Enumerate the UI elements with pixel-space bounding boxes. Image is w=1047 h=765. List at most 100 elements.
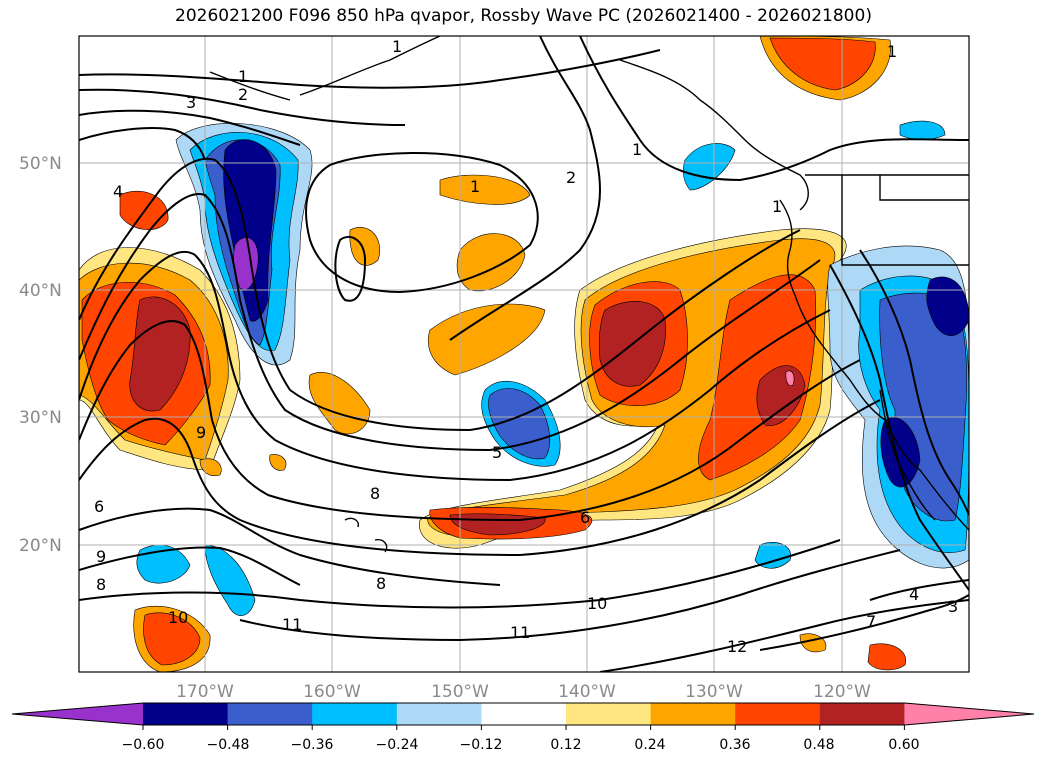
contour-7 (759, 594, 969, 651)
shade-pos-coast-red (698, 274, 817, 481)
contour-wave-b (79, 193, 821, 452)
contour-label: 7 (866, 612, 876, 631)
lon-label: 160°W (303, 682, 361, 702)
height-contours (79, 36, 969, 672)
latitude-labels: 50°N 40°N 30°N 20°N (19, 154, 62, 556)
contour-4-se (869, 579, 969, 601)
coast-baja (879, 389, 936, 521)
contour-label: 6 (94, 497, 104, 516)
colorbar-tick-label: 0.12 (550, 737, 581, 753)
shade-pos-coast-pink (785, 370, 795, 387)
colorbar-bin (227, 703, 313, 725)
contour-wave-d (79, 320, 861, 522)
shade-pos-central (427, 303, 546, 376)
contour-4 (79, 127, 206, 161)
contour-label: 11 (510, 623, 530, 642)
lon-label: 140°W (558, 682, 616, 702)
contour-label: 8 (376, 574, 386, 593)
contour-wave-e (79, 399, 881, 557)
contour-1-north (79, 49, 661, 89)
contour-label: 1 (392, 37, 402, 56)
contour-label: 4 (909, 585, 919, 604)
contour-closed-low (305, 152, 539, 294)
shade-neg-southwest (136, 544, 191, 584)
shade-neg-gulf (682, 143, 736, 191)
contour-label: 9 (196, 423, 206, 442)
colorbar-ticks: −0.60 −0.48 −0.36 −0.24 −0.12 0.12 0.24 … (122, 737, 920, 753)
contour-12 (599, 599, 969, 672)
lon-label: 150°W (431, 682, 489, 702)
coast-alaska-panhandle (619, 59, 809, 211)
contour-east-trough-2 (859, 249, 969, 516)
contour-label: 10 (168, 608, 188, 627)
graticule (79, 36, 969, 672)
contour-label: 1 (772, 197, 782, 216)
border-states-1 (841, 175, 969, 266)
colorbar-bin (481, 703, 567, 725)
coast-aleutian (209, 71, 291, 101)
colorbar (11, 702, 1035, 730)
shade-neg-south-mid (204, 544, 256, 616)
contour-8 (79, 507, 501, 586)
shade-neg-east-deep (926, 276, 969, 336)
shade-pos-north (439, 174, 531, 205)
contour-label: 11 (282, 615, 302, 634)
colorbar-tick-label: −0.60 (122, 737, 165, 753)
coast-mexico (919, 469, 969, 531)
lat-label: 50°N (19, 154, 62, 174)
colorbar-tick-label: −0.24 (376, 737, 419, 753)
lon-label: 170°W (176, 682, 234, 702)
colorbar-bin (735, 703, 821, 725)
contour-3 (79, 109, 301, 146)
contour-label: 9 (96, 547, 106, 566)
longitude-labels: 170°W 160°W 150°W 140°W 130°W 120°W (176, 682, 871, 702)
shade-pos-ne-red (769, 37, 876, 91)
contour-closed-inner (334, 235, 367, 302)
contour-label: 1 (632, 140, 642, 159)
colorbar-tick-label: −0.36 (291, 737, 334, 753)
border-states-2 (879, 175, 969, 201)
contour-wave-a (79, 157, 801, 432)
contour-label: 10 (587, 594, 607, 613)
contour-label: 1 (887, 42, 897, 61)
contour-label: 6 (580, 508, 590, 527)
contour-labels: 1 1 1 1 1 1 2 2 3 3 4 4 5 6 6 7 8 8 8 9 … (94, 37, 958, 656)
contour-2-north (79, 88, 406, 126)
lat-label: 40°N (19, 281, 62, 301)
contour-9 (79, 546, 301, 586)
colorbar-tick-label: 0.48 (803, 737, 834, 753)
map-title: 2026021200 F096 850 hPa qvapor, Rossby W… (175, 6, 872, 26)
contour-wave-c (79, 250, 831, 482)
colorbar-tick-label: 0.36 (719, 737, 750, 753)
contour-label: 3 (948, 597, 958, 616)
shade-pos-small-3 (269, 454, 287, 471)
lon-label: 130°W (685, 682, 743, 702)
colorbar-bin (312, 703, 398, 725)
contour-east-trough (829, 264, 969, 591)
map-panel: 1 1 1 1 1 1 2 2 3 3 4 4 5 6 6 7 8 8 8 9 … (79, 36, 969, 672)
contour-label: 8 (370, 484, 380, 503)
shade-pos-west-dark (129, 296, 191, 412)
colorbar-extend-min (12, 703, 143, 725)
contour-ridge-2 (579, 36, 969, 182)
contour-label: 1 (470, 177, 480, 196)
colorbar-extend-max (904, 703, 1034, 725)
shade-pos-sw-red (143, 612, 201, 666)
shade-neg-deep (223, 139, 277, 322)
colorbar-bin (819, 703, 905, 725)
colorbar-bin (396, 703, 482, 725)
colorbar-bin (566, 703, 652, 725)
colorbar-tick-label: −0.48 (207, 737, 250, 753)
shade-neg-bc (899, 120, 946, 140)
contour-label: 5 (492, 443, 502, 462)
shade-pos-central-3 (349, 227, 380, 266)
lat-label: 30°N (19, 408, 62, 428)
contour-label: 1 (238, 67, 248, 86)
contour-label: 2 (238, 85, 248, 104)
contour-label: 12 (727, 637, 747, 656)
colorbar-bin (143, 703, 229, 725)
colorbar-tick-label: −0.12 (460, 737, 503, 753)
contour-label: 4 (113, 182, 123, 201)
contour-11 (239, 549, 901, 642)
shade-pos-se (867, 643, 907, 671)
